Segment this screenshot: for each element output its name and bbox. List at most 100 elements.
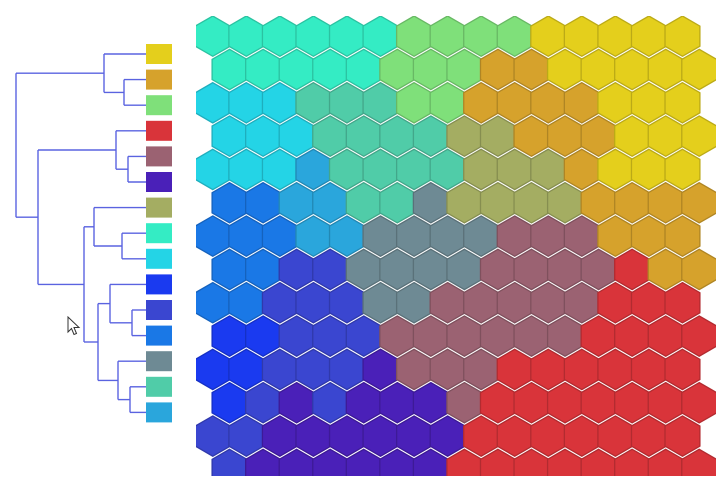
- legend-swatch-olive: [146, 197, 172, 218]
- hex-cell-azure: [228, 281, 265, 324]
- hex-cell-skyblue: [278, 181, 315, 224]
- hex-cell-red: [681, 448, 716, 476]
- hex-cell-mauve: [429, 348, 466, 391]
- hex-cell-ochre: [580, 181, 617, 224]
- hex-cell-red: [463, 415, 500, 457]
- hex-cell-seafoam: [295, 81, 332, 124]
- hex-cell-aquamarine: [261, 16, 298, 58]
- hex-cell-red: [496, 348, 533, 391]
- hex-cell-skyblue: [328, 215, 366, 258]
- hex-cell-red: [614, 315, 651, 357]
- hex-cell-azure: [211, 248, 248, 291]
- hex-cell-red: [597, 348, 634, 391]
- legend-swatch-blue: [146, 274, 172, 295]
- hex-cell-mauve: [580, 248, 617, 291]
- hex-cell-seafoam: [312, 115, 349, 158]
- hex-cell-ochre: [630, 215, 667, 258]
- hex-cell-mauve: [463, 281, 500, 324]
- hex-cell-yellow: [546, 48, 584, 91]
- hex-cell-yellow: [681, 48, 716, 91]
- hex-cell-gray: [345, 248, 382, 291]
- hex-cell-slateblue: [295, 281, 332, 324]
- hex-cell-seafoam: [412, 115, 449, 158]
- hex-cell-indigo: [261, 415, 298, 457]
- hex-cell-red: [614, 381, 651, 424]
- hex-cell-olive: [546, 181, 584, 224]
- dendrogram: [15, 44, 172, 423]
- hex-cell-red: [563, 348, 600, 391]
- hex-cell-red: [580, 315, 617, 357]
- hex-cell-gray: [412, 181, 449, 224]
- hex-cell-azure: [245, 248, 282, 291]
- hex-cell-indigo: [379, 381, 416, 424]
- hex-cell-mauve: [496, 281, 533, 324]
- hex-cell-indigo: [412, 381, 449, 424]
- hex-cell-cyan: [245, 115, 282, 158]
- hex-cell-cyan: [196, 81, 231, 124]
- hex-cell-slateblue: [228, 415, 265, 457]
- hex-cell-olive: [496, 148, 533, 191]
- hex-cell-olive: [463, 148, 500, 191]
- hex-cell-lightgreen: [429, 16, 466, 58]
- hex-cell-gray: [362, 281, 399, 324]
- legend-swatch-mauve: [146, 146, 172, 167]
- hex-cell-lightgreen: [429, 81, 466, 124]
- hex-cell-indigo: [362, 415, 399, 457]
- hex-cell-indigo: [295, 415, 332, 457]
- hex-cell-red: [664, 281, 701, 324]
- hex-cell-mauve: [513, 248, 550, 291]
- hex-cell-olive: [530, 148, 567, 191]
- hex-cell-ochre: [546, 115, 584, 158]
- hex-cell-red: [513, 381, 550, 424]
- hex-cell-yellow: [597, 16, 634, 58]
- hex-cell-red: [496, 415, 533, 457]
- hex-cell-yellow: [614, 48, 651, 91]
- hex-cell-red: [664, 415, 701, 457]
- hex-cell-aquamarine: [211, 48, 248, 91]
- hex-cell-slateblue: [245, 381, 282, 424]
- legend-swatch-seafoam: [146, 376, 172, 397]
- hex-cell-mauve: [479, 315, 517, 357]
- hex-cell-mauve: [530, 215, 567, 258]
- hex-cell-skyblue: [295, 215, 332, 258]
- hex-cell-indigo: [362, 348, 399, 391]
- hex-cell-ochre: [647, 248, 684, 291]
- hex-cell-cyan: [211, 115, 248, 158]
- hex-cell-mauve: [446, 381, 483, 424]
- hex-cell-gray: [429, 215, 466, 258]
- hex-cell-cyan: [228, 148, 265, 191]
- hex-cell-red: [597, 415, 634, 457]
- hex-cell-mauve: [479, 248, 517, 291]
- hex-cell-mauve: [412, 315, 449, 357]
- hex-cell-blue: [245, 315, 282, 357]
- hex-cell-yellow: [530, 16, 567, 58]
- hex-cell-yellow: [630, 16, 667, 58]
- hex-cell-yellow: [630, 81, 667, 124]
- hex-cell-seafoam: [345, 115, 382, 158]
- hex-cell-mauve: [563, 281, 600, 324]
- hex-cell-seafoam: [395, 148, 433, 191]
- hex-cell-mauve: [513, 315, 550, 357]
- hex-cell-blue: [211, 315, 248, 357]
- legend-swatch-aquamarine: [146, 223, 172, 244]
- hex-cell-mauve: [563, 215, 600, 258]
- hex-cell-azure: [228, 215, 265, 258]
- hex-cell-red: [597, 281, 634, 324]
- hex-cell-yellow: [597, 148, 634, 191]
- hex-cell-red: [563, 415, 600, 457]
- hex-cell-aquamarine: [245, 48, 282, 91]
- hex-cell-ochre: [681, 248, 716, 291]
- hex-cell-aquamarine: [362, 16, 399, 58]
- hex-cell-gray: [379, 248, 416, 291]
- hex-cell-red: [479, 381, 517, 424]
- hex-cell-aquamarine: [328, 16, 366, 58]
- hex-cell-olive: [446, 181, 483, 224]
- hex-cell-lightgreen: [395, 81, 433, 124]
- hex-cell-seafoam: [379, 115, 416, 158]
- legend-swatch-slateblue: [146, 300, 172, 320]
- hex-cell-red: [530, 415, 567, 457]
- hex-cell-azure: [261, 215, 298, 258]
- hex-cell-red: [530, 348, 567, 391]
- hex-cell-gray: [395, 215, 433, 258]
- hex-cell-aquamarine: [196, 16, 231, 58]
